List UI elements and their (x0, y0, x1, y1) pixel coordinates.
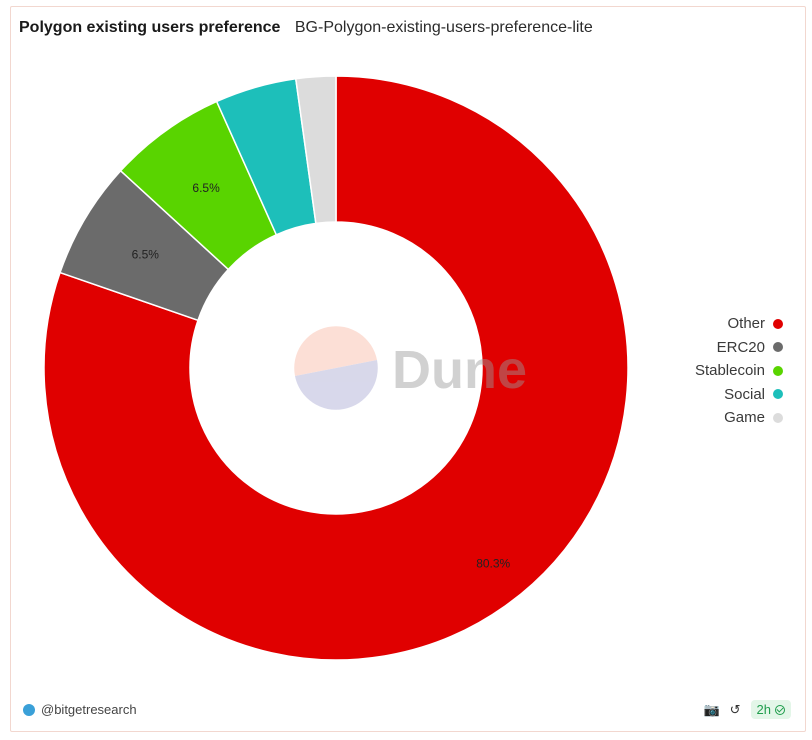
author-link[interactable]: @bitgetresearch (23, 702, 137, 717)
footer-actions: 📷 ↺ 2h (703, 700, 791, 719)
refresh-badge[interactable]: 2h (750, 700, 791, 719)
data-label-other: 80.3% (476, 556, 510, 570)
slice-game[interactable] (294, 75, 337, 225)
legend-item-game[interactable]: Game (695, 406, 783, 430)
data-label-stablecoin: 6.5% (192, 181, 220, 195)
donut-chart: 80.3% 6.5% 6.5% Dune (43, 75, 629, 661)
legend-label: Stablecoin (694, 362, 765, 380)
author-name: @bitgetresearch (41, 702, 137, 717)
avatar (23, 703, 35, 716)
refresh-interval: 2h (756, 702, 771, 717)
legend-dot (773, 412, 783, 423)
legend-item-erc20[interactable]: ERC20 (695, 336, 783, 360)
data-label-erc20: 6.5% (132, 247, 160, 261)
legend-dot (773, 342, 783, 353)
legend-dot (773, 389, 783, 400)
legend-dot (773, 318, 783, 329)
dune-watermark: Dune (294, 326, 527, 410)
legend-label: Social (724, 385, 765, 403)
legend-label: Game (724, 409, 765, 427)
legend-item-stablecoin[interactable]: Stablecoin (695, 359, 783, 383)
legend-label: Other (727, 315, 765, 333)
camera-icon[interactable]: 📷 (703, 702, 720, 717)
legend-dot (773, 365, 783, 376)
watermark-text: Dune (392, 340, 527, 400)
legend: Other ERC20 Stablecoin Social Game (695, 312, 783, 430)
chart-title: Polygon existing users preference (19, 19, 281, 36)
legend-item-other[interactable]: Other (695, 312, 783, 336)
legend-item-social[interactable]: Social (695, 383, 783, 407)
query-name[interactable]: BG-Polygon-existing-users-preference-lit… (294, 19, 593, 36)
refresh-icon[interactable]: ↺ (729, 702, 741, 717)
chart-card: Polygon existing users preference BG-Pol… (10, 6, 806, 732)
chart-header: Polygon existing users preference BG-Pol… (19, 19, 593, 37)
legend-label: ERC20 (716, 338, 765, 356)
slice-other[interactable] (43, 75, 629, 661)
check-circle-icon (775, 704, 785, 715)
